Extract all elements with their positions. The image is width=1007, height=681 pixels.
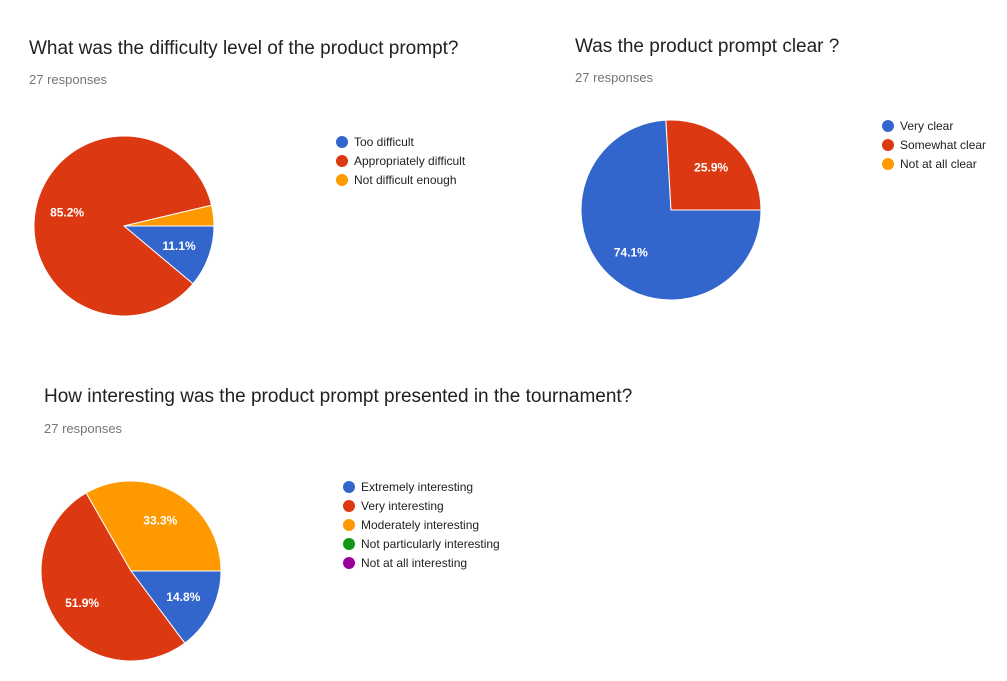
- legend-label: Very clear: [900, 118, 954, 133]
- slice-label-too-difficult: 11.1%: [162, 239, 196, 253]
- chart-legend: Extremely interesting Very interesting Mod…: [343, 477, 500, 572]
- slice-label-very-interesting: 51.9%: [65, 596, 99, 610]
- legend-item-extremely-interesting[interactable]: Extremely interesting: [343, 477, 500, 496]
- legend-swatch: [336, 154, 348, 167]
- pie-slice-appropriately-difficult[interactable]: [33, 135, 213, 317]
- legend-item-not-at-all-interesting[interactable]: Not at all interesting: [343, 553, 500, 572]
- pie-chart: 74.1% 25.9%: [580, 119, 762, 301]
- slice-label-somewhat-clear: 25.9%: [694, 161, 728, 175]
- chart-legend: Too difficult Appropriately difficult Not …: [336, 132, 465, 189]
- legend-item-very-interesting[interactable]: Very interesting: [343, 496, 500, 515]
- legend-swatch: [343, 537, 355, 550]
- legend-swatch: [882, 138, 894, 151]
- pie-chart: 11.1% 85.2%: [33, 135, 215, 317]
- pie-slice-extremely-interesting[interactable]: [130, 570, 222, 644]
- legend-swatch: [336, 173, 348, 186]
- legend-label: Extremely interesting: [361, 479, 474, 494]
- legend-swatch: [882, 119, 894, 132]
- legend-item-not-at-all-clear[interactable]: Not at all clear: [882, 154, 986, 173]
- legend-label: Appropriately difficult: [354, 153, 466, 168]
- legend-swatch: [343, 499, 355, 512]
- legend-swatch: [336, 135, 348, 148]
- responses-count: 27 responses: [44, 421, 123, 436]
- chart-title: How interesting was the product prompt p…: [44, 386, 633, 407]
- chart-title: What was the difficulty level of the pro…: [29, 38, 459, 59]
- responses-count: 27 responses: [575, 70, 654, 85]
- pie-chart: 14.8% 51.9% 33.3%: [40, 480, 222, 662]
- legend-label: Not at all clear: [900, 156, 977, 171]
- legend-label: Very interesting: [361, 498, 444, 513]
- legend-item-very-clear[interactable]: Very clear: [882, 116, 986, 135]
- legend-label: Moderately interesting: [361, 517, 480, 532]
- legend-label: Not difficult enough: [354, 172, 457, 187]
- chart-legend: Very clear Somewhat clear Not at all clear: [882, 116, 986, 173]
- pie-slice-very-interesting[interactable]: [40, 492, 186, 662]
- pie-slice-moderately-interesting[interactable]: [85, 480, 222, 572]
- legend-swatch: [343, 480, 355, 493]
- slice-label-extremely-interesting: 14.8%: [166, 590, 200, 604]
- legend-item-too-difficult[interactable]: Too difficult: [336, 132, 465, 151]
- legend-label: Not particularly interesting: [361, 536, 500, 551]
- legend-label: Somewhat clear: [900, 137, 987, 152]
- legend-swatch: [882, 157, 894, 170]
- legend-item-somewhat-clear[interactable]: Somewhat clear: [882, 135, 986, 154]
- legend-swatch: [343, 556, 355, 569]
- pie-slice-not-difficult-enough[interactable]: [123, 204, 215, 227]
- responses-count: 27 responses: [29, 72, 108, 87]
- slice-label-very-clear: 74.1%: [614, 246, 648, 260]
- slice-label-moderately-interesting: 33.3%: [143, 513, 177, 527]
- chart-title: Was the product prompt clear ?: [575, 36, 840, 57]
- pie-slice-somewhat-clear[interactable]: [665, 119, 762, 211]
- legend-swatch: [343, 518, 355, 531]
- legend-item-not-particularly-interesting[interactable]: Not particularly interesting: [343, 534, 500, 553]
- legend-label: Not at all interesting: [361, 555, 468, 570]
- legend-label: Too difficult: [354, 134, 414, 149]
- legend-item-not-difficult-enough[interactable]: Not difficult enough: [336, 170, 465, 189]
- legend-item-appropriately-difficult[interactable]: Appropriately difficult: [336, 151, 465, 170]
- legend-item-moderately-interesting[interactable]: Moderately interesting: [343, 515, 500, 534]
- slice-label-appropriately-difficult: 85.2%: [50, 206, 84, 220]
